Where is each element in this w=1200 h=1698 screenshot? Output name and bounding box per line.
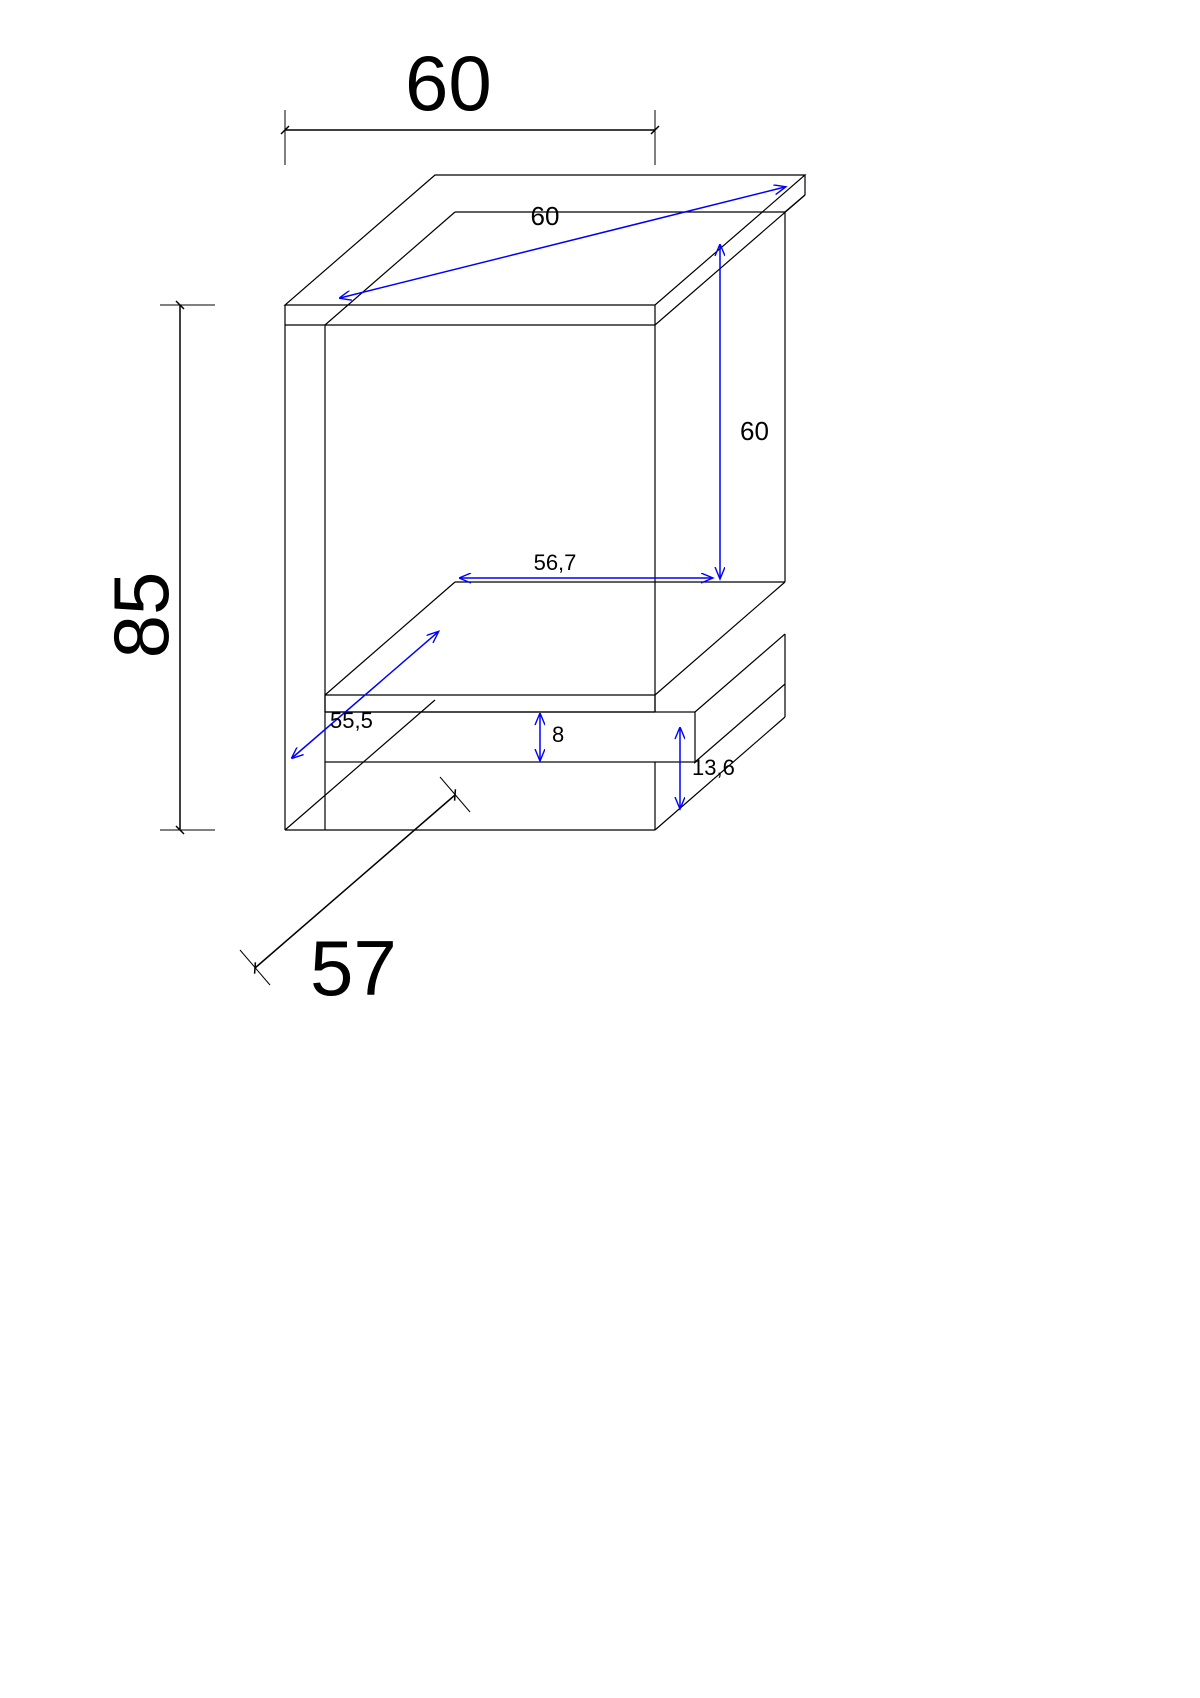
external-dimensions: 60 85 57	[97, 39, 655, 1012]
dim-plinth-h: 13,6	[692, 755, 735, 780]
dim-height-left: 85	[97, 572, 185, 659]
internal-dimensions: 60 60 56,7 55,5 8 13,6	[292, 187, 785, 808]
dim-cavity-w: 56,7	[534, 550, 577, 575]
dim-width-top: 60	[405, 39, 492, 127]
dim-top-diag: 60	[531, 201, 560, 231]
dim-depth-bottom: 57	[310, 924, 397, 1012]
dim-side-depth: 55,5	[330, 708, 373, 733]
dim-cavity-h: 60	[740, 416, 769, 446]
cabinet-dimension-diagram: 60 85 57 60 60 56,7 55,5 8 13,6	[0, 0, 1200, 1698]
dim-drawer-h: 8	[552, 722, 564, 747]
